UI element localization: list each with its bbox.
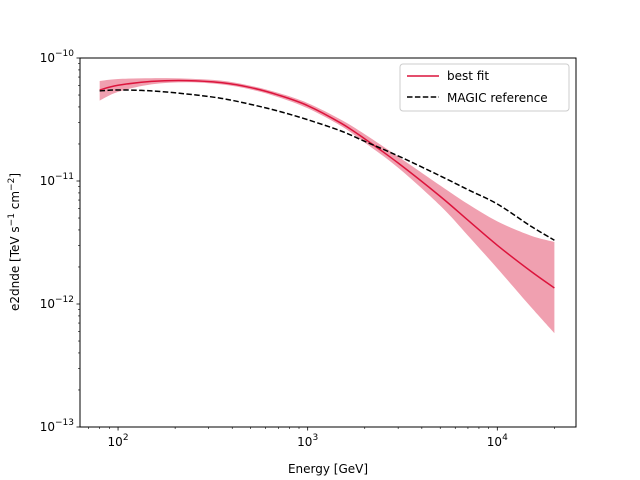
legend-box (399, 63, 570, 112)
y-tick-label: 10−10 (40, 49, 75, 65)
plot-frame (79, 57, 577, 428)
y-axis-label-exp2: −2 (7, 178, 17, 191)
y-tick-label-exp: −11 (55, 172, 74, 182)
series-line-best-fit (99, 79, 555, 289)
y-tick-label-base: 10 (40, 420, 55, 434)
y-axis-label-main: e2dnde [TeV s (8, 226, 22, 311)
y-tick-label-exp: −13 (55, 418, 74, 428)
confidence-band (99, 78, 555, 334)
x-tick-label: 103 (297, 433, 318, 449)
y-tick-label-base: 10 (40, 51, 55, 65)
y-tick-label: 10−13 (40, 418, 74, 434)
y-axis-label-exp1: −1 (7, 213, 17, 226)
x-tick-label: 104 (487, 433, 508, 449)
legend-label-best-fit: best fit (447, 69, 489, 83)
legend: best fit MAGIC reference (399, 63, 570, 112)
y-tick-label: 10−12 (40, 295, 74, 311)
legend-label-magic-reference: MAGIC reference (447, 91, 548, 105)
x-tick-label-exp: 4 (502, 433, 508, 443)
y-axis-label-end: ] (8, 173, 22, 178)
y-tick-label-exp: −12 (55, 295, 74, 305)
y-tick-label-exp: −10 (55, 49, 74, 59)
y-axis-label-mid: cm (8, 191, 22, 213)
confidence-band-layer (99, 78, 555, 334)
x-tick-label-base: 10 (297, 435, 312, 449)
x-tick-label-base: 10 (108, 435, 123, 449)
x-tick-label-base: 10 (487, 435, 502, 449)
y-tick-label-base: 10 (40, 297, 55, 311)
x-tick-label: 102 (108, 433, 129, 449)
x-tick-label-exp: 2 (123, 433, 129, 443)
series-layer (99, 79, 555, 289)
y-tick-label-base: 10 (40, 174, 55, 188)
y-axis-label: e2dnde [TeV s−1 cm−2] (7, 173, 22, 311)
x-tick-label-exp: 3 (312, 433, 318, 443)
y-tick-label: 10−11 (40, 172, 74, 188)
x-axis-label: Energy [GeV] (288, 462, 368, 476)
